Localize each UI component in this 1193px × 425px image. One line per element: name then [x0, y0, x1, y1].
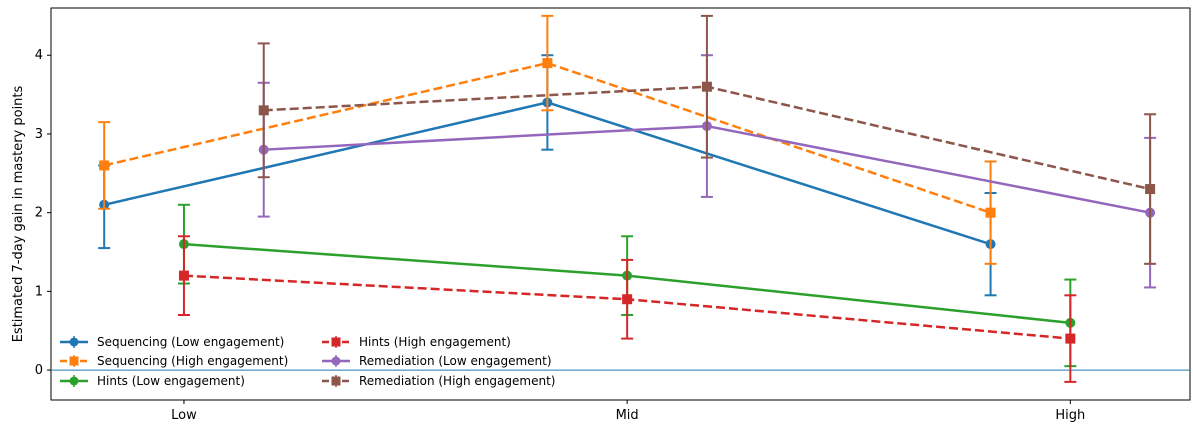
- plot-area: 0 1 2 3 4 Low Mid High: [35, 7, 1191, 423]
- legend-item: Sequencing (Low engagement): [60, 335, 284, 349]
- data-point: [1145, 184, 1156, 195]
- data-point: [622, 294, 633, 305]
- series-line: [103, 61, 991, 214]
- legend-marker: [331, 337, 341, 347]
- legend-label: Remediation (Low engagement): [359, 354, 552, 368]
- x-tick-label: Low: [171, 408, 197, 423]
- legend-item: Remediation (High engagement): [322, 374, 555, 388]
- y-tick-label: 1: [35, 284, 43, 299]
- legend-item: Remediation (Low engagement): [322, 354, 552, 368]
- y-tick-label: 0: [35, 363, 43, 378]
- data-point: [701, 81, 712, 92]
- legend-label: Hints (Low engagement): [97, 374, 245, 388]
- legend-marker: [331, 376, 341, 386]
- legend-label: Remediation (High engagement): [359, 374, 555, 388]
- legend-marker: [331, 356, 341, 366]
- legend-label: Hints (High engagement): [359, 335, 511, 349]
- y-axis-label: Estimated 7-day gain in mastery points: [11, 85, 26, 342]
- legend-item: Hints (High engagement): [322, 335, 511, 349]
- y-tick-label: 4: [35, 48, 43, 63]
- legend-label: Sequencing (Low engagement): [97, 335, 284, 349]
- legend-marker: [69, 356, 79, 366]
- data-point: [542, 58, 553, 69]
- legend-item: Sequencing (High engagement): [60, 354, 288, 368]
- legend-label: Sequencing (High engagement): [97, 354, 288, 368]
- data-point: [99, 160, 110, 171]
- legend: Sequencing (Low engagement) Sequencing (H…: [60, 335, 555, 388]
- data-point: [258, 105, 269, 116]
- y-tick-label: 3: [35, 127, 43, 142]
- x-tick-label: Mid: [616, 408, 639, 423]
- plot-frame: [50, 7, 1191, 401]
- legend-marker: [69, 376, 79, 386]
- series-5: [257, 14, 1157, 265]
- data-point: [178, 270, 189, 281]
- y-tick-label: 2: [35, 206, 43, 221]
- x-tick-label: High: [1055, 408, 1085, 423]
- series-3: [177, 235, 1077, 383]
- data-point: [985, 207, 996, 218]
- legend-item: Hints (Low engagement): [60, 374, 245, 388]
- series-1: [98, 14, 997, 265]
- legend-marker: [69, 337, 79, 347]
- data-point: [1065, 333, 1076, 344]
